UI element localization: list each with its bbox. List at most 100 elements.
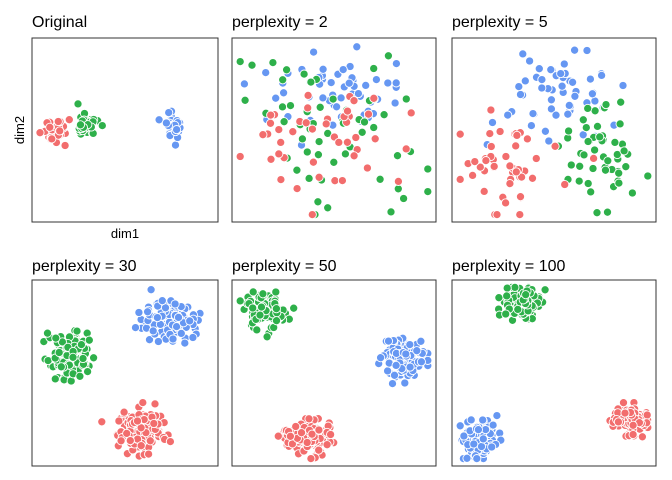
scatter-point-red — [486, 105, 496, 115]
scatter-point-blue — [161, 118, 171, 128]
panel-title: perplexity = 50 — [232, 258, 337, 275]
scatter-point-red — [288, 127, 298, 137]
scatter-point-blue — [570, 45, 580, 55]
scatter-point-red — [628, 420, 638, 430]
scatter-point-green — [306, 77, 316, 87]
scatter-point-red — [351, 132, 361, 143]
scatter-point-blue — [556, 69, 566, 79]
scatter-point-blue — [391, 360, 401, 370]
scatter-point-red — [97, 417, 107, 427]
panel-perplexity-30: perplexity = 30 — [31, 258, 219, 467]
scatter-point-red — [401, 144, 411, 154]
scatter-point-red — [307, 429, 317, 439]
scatter-point-red — [531, 153, 541, 164]
scatter-point-blue — [492, 411, 502, 421]
scatter-point-green — [540, 285, 550, 295]
scatter-point-red — [501, 151, 511, 162]
scatter-point-red — [307, 124, 317, 134]
scatter-point-blue — [391, 59, 401, 69]
scatter-point-red — [64, 115, 74, 125]
scatter-point-blue — [487, 442, 497, 452]
scatter-point-blue — [344, 78, 354, 88]
x-axis-label: dim1 — [111, 226, 139, 241]
y-axis-label: dim2 — [12, 116, 27, 144]
scatter-point-blue — [332, 102, 342, 112]
panel-title: perplexity = 100 — [452, 258, 566, 275]
scatter-point-blue — [383, 78, 393, 88]
scatter-point-green — [423, 164, 433, 174]
scatter-point-blue — [455, 421, 465, 431]
scatter-point-green — [595, 132, 605, 142]
scatter-point-blue — [546, 104, 556, 114]
scatter-point-green — [619, 146, 629, 156]
scatter-point-green — [383, 51, 393, 61]
scatter-point-blue — [478, 434, 488, 444]
scatter-point-green — [579, 150, 589, 160]
scatter-point-red — [363, 109, 374, 119]
scatter-point-green — [590, 106, 600, 116]
scatter-point-red — [273, 431, 283, 441]
scatter-point-green — [586, 187, 596, 197]
scatter-point-green — [616, 97, 626, 107]
scatter-point-green — [583, 178, 593, 189]
scatter-point-blue — [318, 64, 328, 74]
scatter-point-red — [308, 157, 318, 167]
scatter-point-red — [511, 167, 521, 177]
scatter-point-red — [455, 129, 465, 139]
scatter-point-blue — [528, 109, 538, 119]
scatter-point-green — [501, 309, 511, 319]
scatter-point-green — [502, 291, 512, 301]
scatter-point-blue — [514, 82, 524, 92]
scatter-point-green — [247, 60, 257, 70]
scatter-point-blue — [271, 93, 281, 103]
scatter-point-blue — [462, 453, 472, 463]
scatter-point-blue — [518, 49, 528, 59]
scatter-point-red — [265, 118, 276, 128]
scatter-point-blue — [336, 93, 346, 103]
scatter-point-blue — [540, 126, 550, 136]
scatter-point-red — [505, 179, 515, 189]
scatter-point-blue — [318, 93, 328, 103]
scatter-point-blue — [570, 91, 580, 101]
scatter-point-green — [278, 75, 288, 85]
scatter-point-green — [258, 289, 268, 299]
scatter-point-blue — [559, 59, 569, 69]
scatter-point-blue — [144, 335, 155, 345]
scatter-point-red — [613, 417, 623, 427]
scatter-point-green — [578, 115, 588, 125]
scatter-point-red — [303, 103, 313, 113]
scatter-point-blue — [546, 95, 556, 105]
scatter-point-green — [89, 353, 99, 363]
scatter-point-blue — [525, 56, 535, 66]
scatter-point-red — [314, 425, 324, 435]
scatter-point-blue — [130, 323, 141, 333]
panel-perplexity-5: perplexity = 5 — [451, 14, 657, 223]
panel-title: perplexity = 30 — [32, 258, 137, 275]
scatter-point-blue — [478, 415, 488, 425]
scatter-point-blue — [152, 313, 162, 323]
scatter-point-red — [337, 176, 347, 186]
scatter-point-green — [399, 193, 409, 204]
scatter-point-green — [574, 176, 584, 186]
scatter-point-green — [279, 117, 289, 127]
scatter-point-blue — [587, 89, 597, 99]
scatter-point-blue — [361, 80, 371, 90]
scatter-point-green — [564, 126, 574, 136]
scatter-point-green — [513, 304, 523, 314]
scatter-point-blue — [515, 89, 526, 100]
scatter-point-blue — [387, 379, 398, 389]
scatter-point-red — [560, 179, 570, 190]
scatter-point-red — [330, 176, 340, 186]
scatter-point-green — [375, 174, 385, 184]
scatter-point-blue — [164, 108, 174, 118]
scatter-point-green — [42, 328, 53, 338]
scatter-point-red — [481, 156, 491, 166]
scatter-point-blue — [400, 378, 410, 388]
scatter-point-blue — [353, 89, 363, 99]
scatter-point-blue — [564, 100, 574, 110]
scatter-point-blue — [401, 349, 411, 359]
scatter-point-blue — [389, 370, 400, 380]
scatter-point-red — [138, 398, 148, 408]
scatter-point-blue — [383, 336, 394, 346]
scatter-point-red — [322, 440, 332, 450]
